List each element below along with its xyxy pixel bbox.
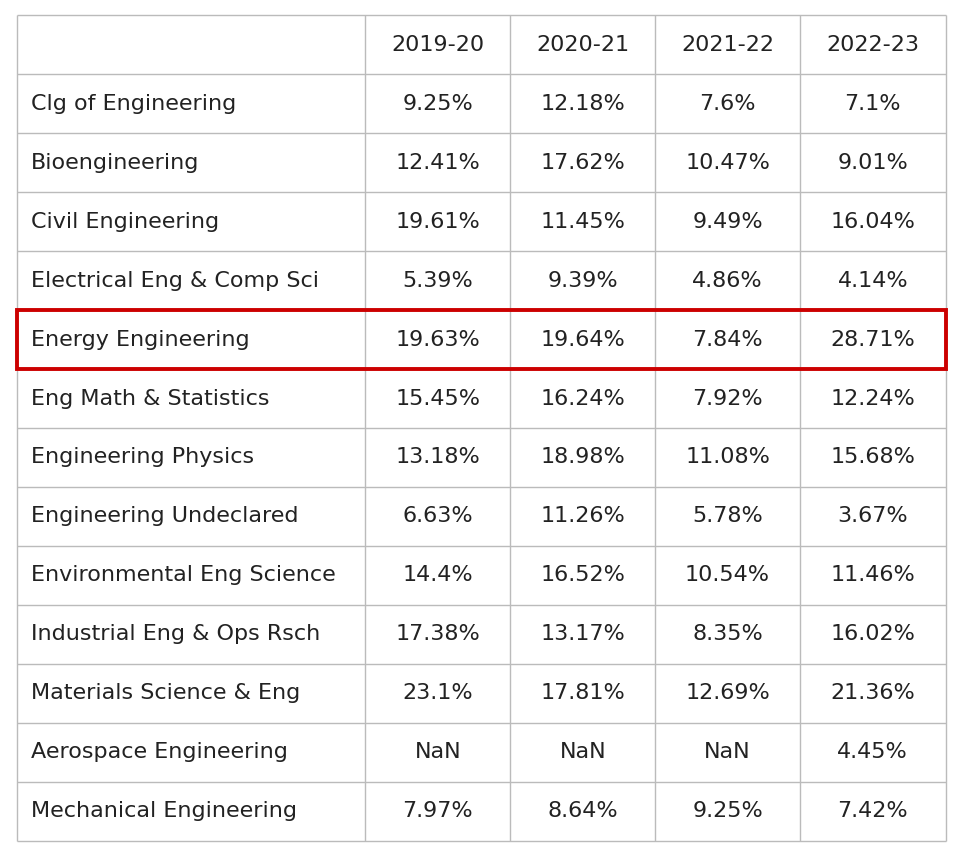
Text: 12.18%: 12.18% xyxy=(540,94,625,114)
Text: 2020-21: 2020-21 xyxy=(536,35,629,55)
Text: Clg of Engineering: Clg of Engineering xyxy=(31,94,237,114)
Text: 11.46%: 11.46% xyxy=(830,565,915,586)
Text: NaN: NaN xyxy=(704,742,751,762)
Text: NaN: NaN xyxy=(560,742,606,762)
Text: 9.01%: 9.01% xyxy=(838,152,908,173)
Text: 4.45%: 4.45% xyxy=(838,742,908,762)
Text: 19.61%: 19.61% xyxy=(396,211,481,232)
Text: 7.92%: 7.92% xyxy=(692,389,763,408)
Text: 18.98%: 18.98% xyxy=(540,448,625,467)
Text: 7.42%: 7.42% xyxy=(838,801,908,821)
Text: Electrical Eng & Comp Sci: Electrical Eng & Comp Sci xyxy=(31,270,320,291)
Text: 8.64%: 8.64% xyxy=(547,801,618,821)
Text: Civil Engineering: Civil Engineering xyxy=(31,211,220,232)
Text: 4.86%: 4.86% xyxy=(692,270,763,291)
Text: Industrial Eng & Ops Rsch: Industrial Eng & Ops Rsch xyxy=(31,624,321,645)
Text: 9.25%: 9.25% xyxy=(692,801,763,821)
Text: 14.4%: 14.4% xyxy=(403,565,473,586)
Text: 7.84%: 7.84% xyxy=(692,330,763,349)
Text: Eng Math & Statistics: Eng Math & Statistics xyxy=(31,389,270,408)
Text: 10.54%: 10.54% xyxy=(685,565,770,586)
Text: Aerospace Engineering: Aerospace Engineering xyxy=(31,742,288,762)
Text: 12.41%: 12.41% xyxy=(396,152,481,173)
Text: 16.52%: 16.52% xyxy=(540,565,625,586)
Text: 16.02%: 16.02% xyxy=(830,624,915,645)
Text: 10.47%: 10.47% xyxy=(685,152,770,173)
Text: Engineering Undeclared: Engineering Undeclared xyxy=(31,507,299,526)
Text: 7.1%: 7.1% xyxy=(845,94,901,114)
Text: 4.14%: 4.14% xyxy=(838,270,908,291)
Text: 19.64%: 19.64% xyxy=(540,330,625,349)
Text: 15.68%: 15.68% xyxy=(830,448,915,467)
Text: Mechanical Engineering: Mechanical Engineering xyxy=(31,801,298,821)
Text: 11.45%: 11.45% xyxy=(540,211,625,232)
Text: 28.71%: 28.71% xyxy=(830,330,915,349)
Text: 11.26%: 11.26% xyxy=(540,507,625,526)
Text: 2022-23: 2022-23 xyxy=(826,35,920,55)
Text: 16.04%: 16.04% xyxy=(830,211,915,232)
Bar xyxy=(17,310,946,369)
Text: 9.25%: 9.25% xyxy=(403,94,473,114)
Text: 12.69%: 12.69% xyxy=(685,683,769,704)
Text: 16.24%: 16.24% xyxy=(540,389,625,408)
Text: 7.6%: 7.6% xyxy=(699,94,756,114)
Text: 8.35%: 8.35% xyxy=(692,624,763,645)
Text: 9.39%: 9.39% xyxy=(547,270,618,291)
Text: 21.36%: 21.36% xyxy=(830,683,915,704)
Text: 19.63%: 19.63% xyxy=(396,330,481,349)
Text: 13.17%: 13.17% xyxy=(540,624,625,645)
Text: 7.97%: 7.97% xyxy=(403,801,473,821)
Text: 6.63%: 6.63% xyxy=(403,507,473,526)
Text: 17.62%: 17.62% xyxy=(540,152,625,173)
Text: Environmental Eng Science: Environmental Eng Science xyxy=(31,565,336,586)
Text: 13.18%: 13.18% xyxy=(396,448,481,467)
Text: 5.39%: 5.39% xyxy=(403,270,473,291)
Text: 5.78%: 5.78% xyxy=(692,507,763,526)
Text: 23.1%: 23.1% xyxy=(403,683,473,704)
Text: 2019-20: 2019-20 xyxy=(391,35,484,55)
Text: 17.81%: 17.81% xyxy=(540,683,625,704)
Text: 3.67%: 3.67% xyxy=(838,507,908,526)
Text: 11.08%: 11.08% xyxy=(685,448,770,467)
Text: 2021-22: 2021-22 xyxy=(681,35,774,55)
Text: NaN: NaN xyxy=(414,742,461,762)
Text: Materials Science & Eng: Materials Science & Eng xyxy=(31,683,300,704)
Text: Engineering Physics: Engineering Physics xyxy=(31,448,254,467)
Text: Bioengineering: Bioengineering xyxy=(31,152,199,173)
Text: Energy Engineering: Energy Engineering xyxy=(31,330,249,349)
Text: 9.49%: 9.49% xyxy=(692,211,763,232)
Text: 12.24%: 12.24% xyxy=(830,389,915,408)
Text: 17.38%: 17.38% xyxy=(396,624,481,645)
Text: 15.45%: 15.45% xyxy=(396,389,481,408)
